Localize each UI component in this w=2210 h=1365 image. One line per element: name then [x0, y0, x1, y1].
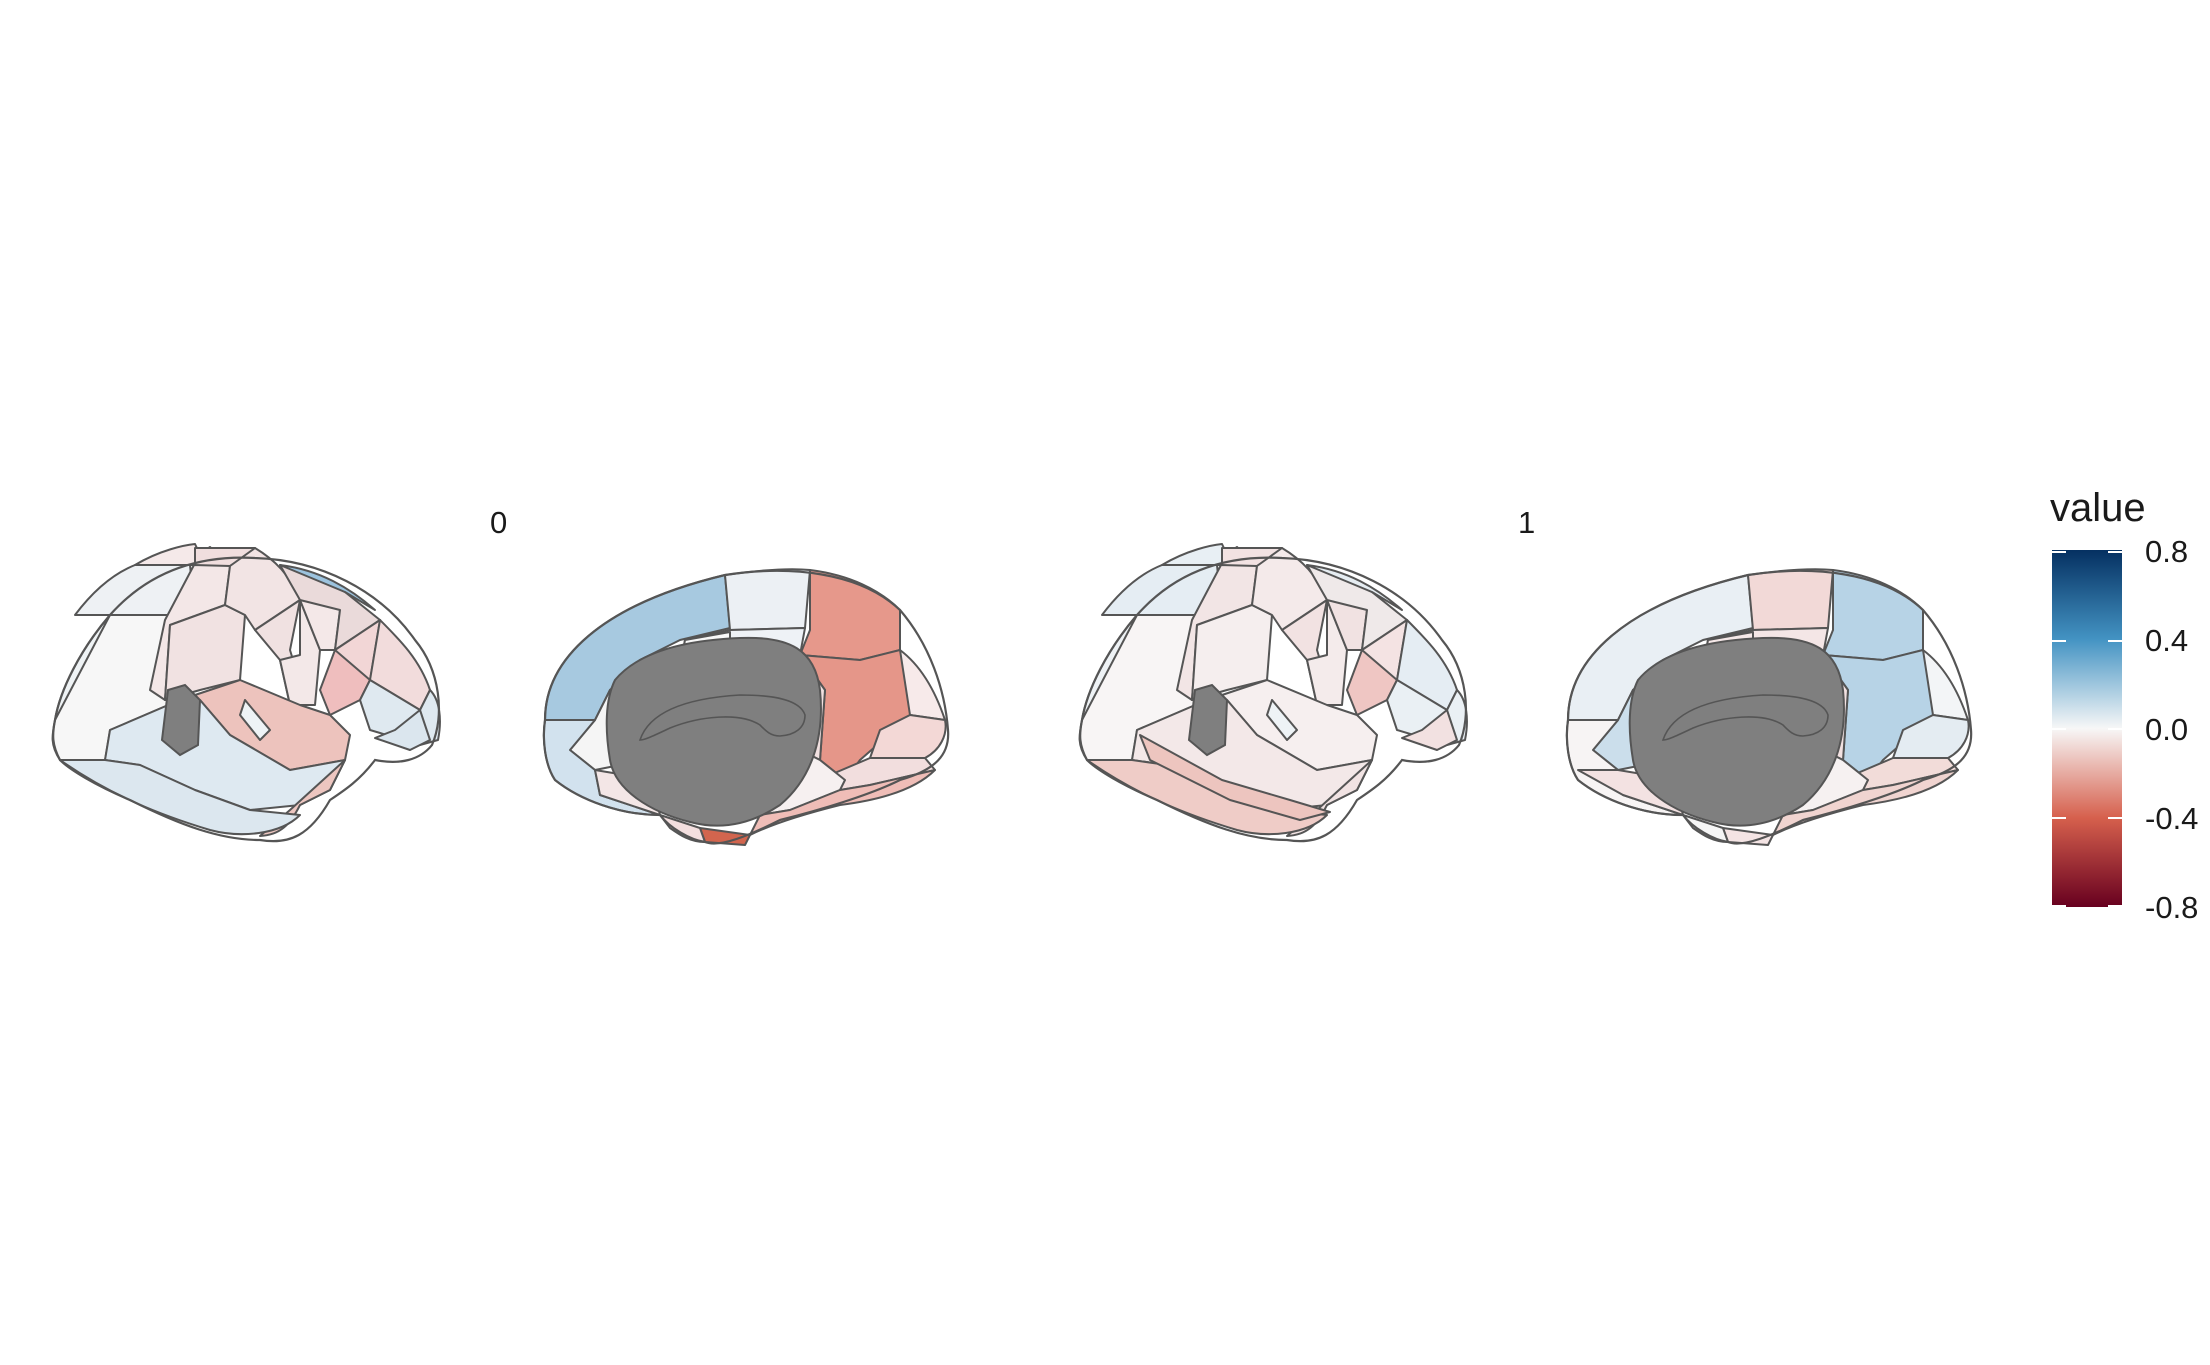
- legend-tick-marks: [2052, 551, 2122, 907]
- legend-tick-label-3: -0.4: [2145, 801, 2199, 836]
- facet-1-medial-hemisphere: [1565, 568, 1973, 846]
- facet-0-medial-hemisphere: [542, 568, 950, 846]
- legend-tick-label-4: -0.8: [2145, 890, 2199, 925]
- legend-tick-label-0: 0.8: [2145, 534, 2189, 569]
- facet-label-0: 0: [490, 505, 508, 540]
- legend-tick-label-2: 0.0: [2145, 712, 2189, 747]
- facet-0-lateral-hemisphere: [51, 543, 441, 843]
- facet-1-lateral-hemisphere: [1078, 543, 1468, 843]
- facet-label-1: 1: [1518, 505, 1536, 540]
- legend-tick-label-1: 0.4: [2145, 623, 2189, 658]
- legend-title: value: [2050, 486, 2146, 530]
